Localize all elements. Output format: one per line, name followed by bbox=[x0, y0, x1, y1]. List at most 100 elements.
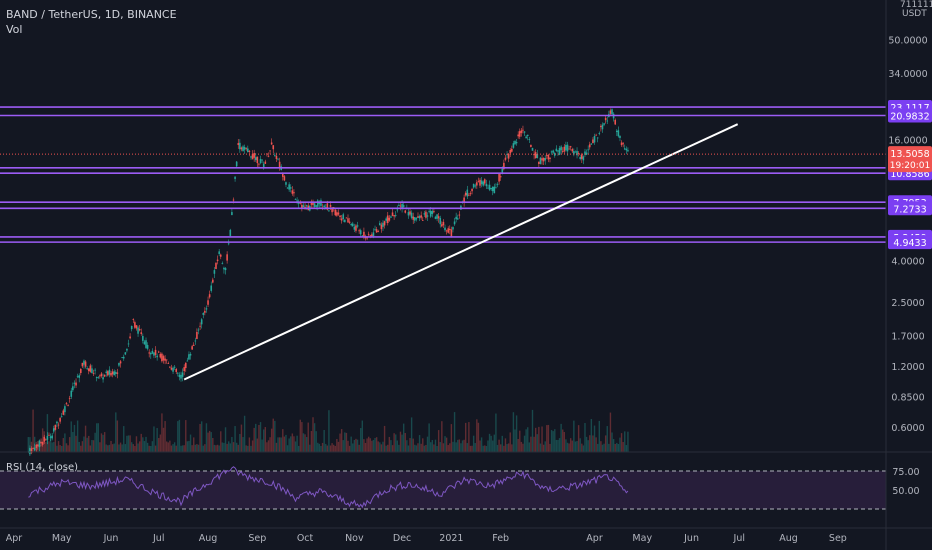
candle bbox=[54, 424, 57, 430]
candle bbox=[165, 359, 168, 361]
volume-bar bbox=[595, 437, 597, 452]
volume-bar bbox=[579, 438, 581, 452]
candle bbox=[347, 218, 349, 223]
candle bbox=[313, 203, 316, 207]
candle bbox=[248, 150, 251, 152]
rsi-band bbox=[0, 471, 886, 509]
volume-bar bbox=[401, 434, 403, 452]
volume-bar bbox=[519, 430, 521, 452]
volume-bar bbox=[465, 422, 467, 452]
volume-bar bbox=[352, 443, 354, 452]
volume-bar bbox=[67, 445, 69, 452]
volume-bar bbox=[294, 441, 297, 452]
volume-bar bbox=[471, 445, 473, 452]
volume-bar bbox=[555, 439, 558, 452]
volume-bar bbox=[496, 444, 499, 452]
volume-bar bbox=[150, 445, 152, 452]
candle bbox=[576, 150, 578, 156]
volume-bar bbox=[72, 432, 74, 452]
candle bbox=[32, 448, 34, 449]
volume-bar bbox=[124, 444, 127, 452]
candle bbox=[202, 312, 205, 315]
volume-bar bbox=[204, 444, 206, 452]
candle bbox=[617, 130, 620, 137]
candle bbox=[627, 150, 629, 152]
candle bbox=[108, 369, 111, 375]
candle bbox=[620, 142, 623, 146]
volume-bar bbox=[223, 442, 225, 452]
volume-bar bbox=[457, 439, 459, 452]
volume-bar bbox=[121, 444, 123, 452]
volume-bar bbox=[165, 441, 168, 452]
volume-bar bbox=[189, 434, 192, 452]
volume-bar bbox=[126, 435, 128, 452]
candle bbox=[596, 137, 599, 139]
volume-bar bbox=[142, 437, 144, 452]
volume-bar bbox=[213, 444, 216, 452]
volume-legend[interactable]: Vol bbox=[6, 23, 23, 36]
candle bbox=[331, 207, 333, 213]
volume-bar bbox=[492, 440, 494, 452]
rsi-legend[interactable]: RSI (14, close) bbox=[6, 462, 79, 473]
candle bbox=[72, 386, 74, 391]
candle bbox=[490, 187, 492, 190]
level-lines[interactable]: 23.111720.983211.542010.85867.79537.2733… bbox=[0, 100, 932, 250]
volume-bar bbox=[390, 440, 392, 452]
volume-bar bbox=[127, 435, 130, 452]
volume-bar bbox=[259, 422, 262, 452]
candle bbox=[452, 227, 454, 230]
volume-bar bbox=[371, 440, 373, 452]
candle bbox=[390, 216, 392, 218]
candle bbox=[73, 382, 76, 384]
volume-bar bbox=[482, 445, 484, 452]
volume-bar bbox=[461, 440, 464, 452]
candle bbox=[528, 139, 531, 140]
candle bbox=[67, 404, 69, 406]
candle bbox=[224, 268, 227, 271]
price-tick-label: 34.0000 bbox=[888, 69, 927, 80]
candle bbox=[401, 203, 403, 209]
candle bbox=[277, 158, 279, 160]
volume-bar bbox=[235, 442, 238, 452]
time-tick-label: Jul bbox=[152, 533, 164, 544]
candle bbox=[553, 153, 556, 156]
candle bbox=[269, 150, 271, 152]
volume-bar bbox=[404, 433, 406, 452]
volume-bar bbox=[538, 426, 540, 452]
volume-bar bbox=[177, 421, 179, 452]
volume-bar bbox=[162, 427, 165, 452]
candle bbox=[421, 220, 424, 221]
candle bbox=[247, 148, 249, 153]
candle bbox=[204, 310, 206, 313]
candle bbox=[391, 212, 394, 216]
volume-bar bbox=[118, 444, 120, 452]
volume-bar bbox=[565, 439, 567, 452]
trendline[interactable] bbox=[183, 123, 739, 381]
volume-bar bbox=[576, 441, 578, 452]
time-tick-label: Feb bbox=[492, 533, 509, 544]
volume-bar bbox=[88, 435, 90, 452]
volume-bar bbox=[601, 444, 604, 452]
candle bbox=[258, 163, 260, 165]
candle bbox=[149, 353, 152, 355]
candle bbox=[262, 163, 265, 168]
volume-bar bbox=[130, 442, 133, 452]
candle bbox=[511, 148, 513, 152]
volume-bar bbox=[76, 420, 79, 452]
volume-bar bbox=[332, 444, 335, 452]
volume-bar bbox=[550, 430, 553, 452]
candle bbox=[623, 148, 626, 150]
candle bbox=[210, 285, 213, 291]
candle bbox=[154, 349, 157, 355]
volume-bar bbox=[27, 437, 30, 452]
volume-bar bbox=[216, 444, 219, 452]
candle bbox=[80, 368, 82, 373]
candle bbox=[110, 373, 112, 376]
symbol-legend[interactable]: BAND / TetherUS, 1D, BINANCE bbox=[6, 8, 177, 21]
volume-bar bbox=[137, 443, 139, 452]
candle bbox=[442, 221, 445, 226]
candle bbox=[302, 205, 305, 208]
candle bbox=[208, 294, 211, 298]
